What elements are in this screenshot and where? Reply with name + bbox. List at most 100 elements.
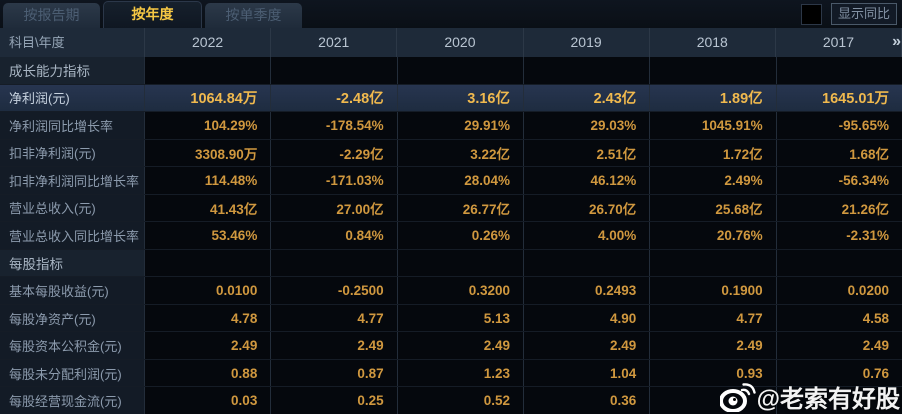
value-cell <box>776 387 902 414</box>
tab-by-report-period[interactable]: 按报告期 <box>3 3 100 28</box>
value-cell: 0.88 <box>145 359 272 387</box>
value-cell: 114.48% <box>145 167 272 194</box>
value-cell <box>397 57 524 84</box>
year-header-2020: 2020 <box>397 28 524 57</box>
value-cell: 20.76% <box>650 222 777 249</box>
value-cell <box>523 57 651 84</box>
value-cell: 2.49 <box>523 332 651 359</box>
value-cell: 26.77亿 <box>397 194 524 222</box>
value-cell: 0.0100 <box>145 277 272 304</box>
value-cell: 1.04 <box>523 359 651 387</box>
year-header-2019: 2019 <box>524 28 650 57</box>
row-label: 每股未分配利润(元) <box>0 359 145 387</box>
value-cell: 0.25 <box>271 387 398 414</box>
table-row[interactable]: 基本每股收益(元) 0.0100 -0.2500 0.3200 0.2493 0.1900… <box>0 277 902 305</box>
value-cell: 1.72亿 <box>650 139 777 167</box>
more-years-icon[interactable]: » <box>892 33 901 50</box>
value-cell: 2.49 <box>776 332 902 359</box>
year-header-2021: 2021 <box>271 28 398 57</box>
value-cell: 104.29% <box>145 112 272 139</box>
value-cell: 1.23 <box>397 359 524 387</box>
value-cell: 0.52 <box>397 387 524 414</box>
value-cell: 2.43亿 <box>523 84 651 112</box>
table-row[interactable]: 每股资本公积金(元) 2.49 2.49 2.49 2.49 2.49 2.49 <box>0 332 902 360</box>
value-cell: -95.65% <box>776 112 902 139</box>
row-label: 净利润同比增长率 <box>0 112 145 139</box>
value-cell: 0.26% <box>397 222 524 249</box>
value-cell: 0.76 <box>776 359 902 387</box>
table-row[interactable]: 每股指标 <box>0 249 902 278</box>
value-cell: 3.16亿 <box>397 84 524 112</box>
value-cell <box>776 57 902 84</box>
value-cell: -171.03% <box>271 167 398 194</box>
value-cell <box>523 249 651 277</box>
table-body: 成长能力指标 净利润(元) 1064.84万 -2.48亿 3.16亿 2.43亿 1.89… <box>0 57 902 414</box>
row-label: 营业总收入同比增长率 <box>0 222 145 249</box>
value-cell: 2.49% <box>650 167 777 194</box>
table-row[interactable]: 净利润同比增长率 104.29% -178.54% 29.91% 29.03% 1045.… <box>0 112 902 140</box>
table-row[interactable]: 每股经营现金流(元) 0.03 0.25 0.52 0.36 <box>0 387 902 414</box>
table-row[interactable]: 成长能力指标 <box>0 57 902 85</box>
row-label: 扣非净利润(元) <box>0 139 145 167</box>
value-cell: 4.90 <box>523 304 651 332</box>
value-cell: -178.54% <box>271 112 398 139</box>
value-cell: 0.1900 <box>650 277 777 304</box>
row-label: 基本每股收益(元) <box>0 277 145 304</box>
value-cell: 4.77 <box>650 304 777 332</box>
value-cell: 26.70亿 <box>523 194 651 222</box>
value-cell <box>776 249 902 277</box>
table-row[interactable]: 每股净资产(元) 4.78 4.77 5.13 4.90 4.77 4.58 <box>0 304 902 333</box>
row-label: 成长能力指标 <box>0 57 145 84</box>
value-cell: 46.12% <box>523 167 651 194</box>
value-cell: 3308.90万 <box>145 139 272 167</box>
value-cell: 2.49 <box>650 332 777 359</box>
value-cell: 2.49 <box>271 332 398 359</box>
value-cell <box>145 249 272 277</box>
value-cell: 1045.91% <box>650 112 777 139</box>
row-label: 每股经营现金流(元) <box>0 387 145 414</box>
value-cell: -56.34% <box>776 167 902 194</box>
value-cell: 25.68亿 <box>650 194 777 222</box>
value-cell: 0.93 <box>650 359 777 387</box>
value-cell: 0.2493 <box>523 277 651 304</box>
table-header-row: 科目\年度 2022 2021 2020 2019 2018 2017 » <box>0 28 902 57</box>
value-cell: 41.43亿 <box>145 194 272 222</box>
value-cell <box>271 57 398 84</box>
value-cell: 5.13 <box>397 304 524 332</box>
value-cell: 28.04% <box>397 167 524 194</box>
year-header-2017: 2017 <box>776 28 902 57</box>
value-cell: -0.2500 <box>271 277 398 304</box>
show-yoy-control: 显示同比 <box>801 3 897 25</box>
value-cell: -2.48亿 <box>271 84 398 112</box>
table-row[interactable]: 扣非净利润同比增长率 114.48% -171.03% 28.04% 46.12% 2.4… <box>0 167 902 195</box>
row-label: 每股资本公积金(元) <box>0 332 145 359</box>
value-cell: -2.31% <box>776 222 902 249</box>
year-header-2022: 2022 <box>145 28 272 57</box>
value-cell <box>145 57 272 84</box>
tab-by-year[interactable]: 按年度 <box>103 1 202 28</box>
show-yoy-checkbox[interactable] <box>801 3 822 25</box>
value-cell: 0.0200 <box>776 277 902 304</box>
value-cell: 1645.01万 <box>776 84 902 112</box>
value-cell: 2.49 <box>397 332 524 359</box>
value-cell: 4.78 <box>145 304 272 332</box>
value-cell: 0.36 <box>523 387 651 414</box>
value-cell <box>650 249 777 277</box>
value-cell: 0.84% <box>271 222 398 249</box>
value-cell: 4.00% <box>523 222 651 249</box>
table-row[interactable]: 扣非净利润(元) 3308.90万 -2.29亿 3.22亿 2.51亿 1.72亿 1.6… <box>0 139 902 168</box>
value-cell <box>650 387 777 414</box>
value-cell: 0.87 <box>271 359 398 387</box>
value-cell: 1.68亿 <box>776 139 902 167</box>
row-label: 每股净资产(元) <box>0 304 145 332</box>
value-cell: 4.58 <box>776 304 902 332</box>
show-yoy-button[interactable]: 显示同比 <box>831 3 897 25</box>
table-row[interactable]: 净利润(元) 1064.84万 -2.48亿 3.16亿 2.43亿 1.89亿 1645.… <box>0 84 902 113</box>
table-row[interactable]: 营业总收入同比增长率 53.46% 0.84% 0.26% 4.00% 20.76% -2.… <box>0 222 902 250</box>
value-cell <box>397 249 524 277</box>
table-row[interactable]: 每股未分配利润(元) 0.88 0.87 1.23 1.04 0.93 0.76 <box>0 359 902 388</box>
table-row[interactable]: 营业总收入(元) 41.43亿 27.00亿 26.77亿 26.70亿 25.68亿 21… <box>0 194 902 223</box>
year-header-2018: 2018 <box>650 28 776 57</box>
tab-by-quarter[interactable]: 按单季度 <box>205 3 302 28</box>
